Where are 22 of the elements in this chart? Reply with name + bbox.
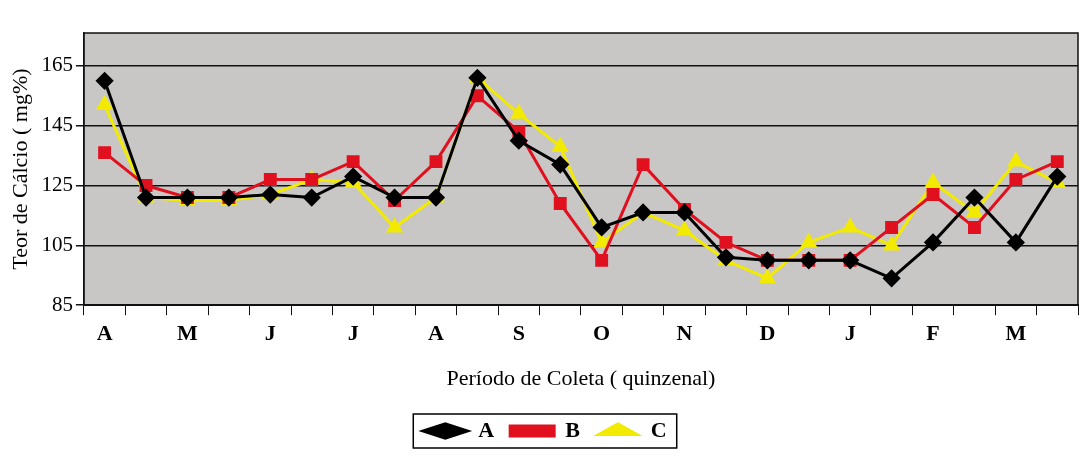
legend-label: B bbox=[565, 416, 581, 442]
y-tick-label: 105 bbox=[41, 231, 73, 256]
y-tick-label: 145 bbox=[41, 112, 73, 137]
x-tick-label: J bbox=[347, 320, 359, 346]
x-tick-label: S bbox=[512, 320, 525, 346]
x-tick-label: O bbox=[593, 320, 611, 346]
y-tick-label: 165 bbox=[41, 52, 73, 77]
x-tick-label: M bbox=[177, 320, 199, 346]
y-tick-label: 85 bbox=[51, 291, 73, 316]
y-axis-title: Teor de Cálcio ( mg%) bbox=[6, 68, 32, 270]
y-tick-label: 125 bbox=[41, 172, 73, 197]
x-tick-label: J bbox=[844, 320, 856, 346]
x-tick-label: A bbox=[428, 320, 445, 346]
x-tick-label: D bbox=[759, 320, 776, 346]
x-tick-label: N bbox=[676, 320, 693, 346]
x-tick-label: F bbox=[926, 320, 940, 346]
x-tick-label: A bbox=[96, 320, 113, 346]
legend-label: A bbox=[478, 416, 495, 442]
x-axis-title: Período de Coleta ( quinzenal) bbox=[446, 364, 716, 390]
x-tick-label: J bbox=[264, 320, 276, 346]
legend-label: C bbox=[650, 416, 667, 442]
x-tick-label: M bbox=[1005, 320, 1027, 346]
